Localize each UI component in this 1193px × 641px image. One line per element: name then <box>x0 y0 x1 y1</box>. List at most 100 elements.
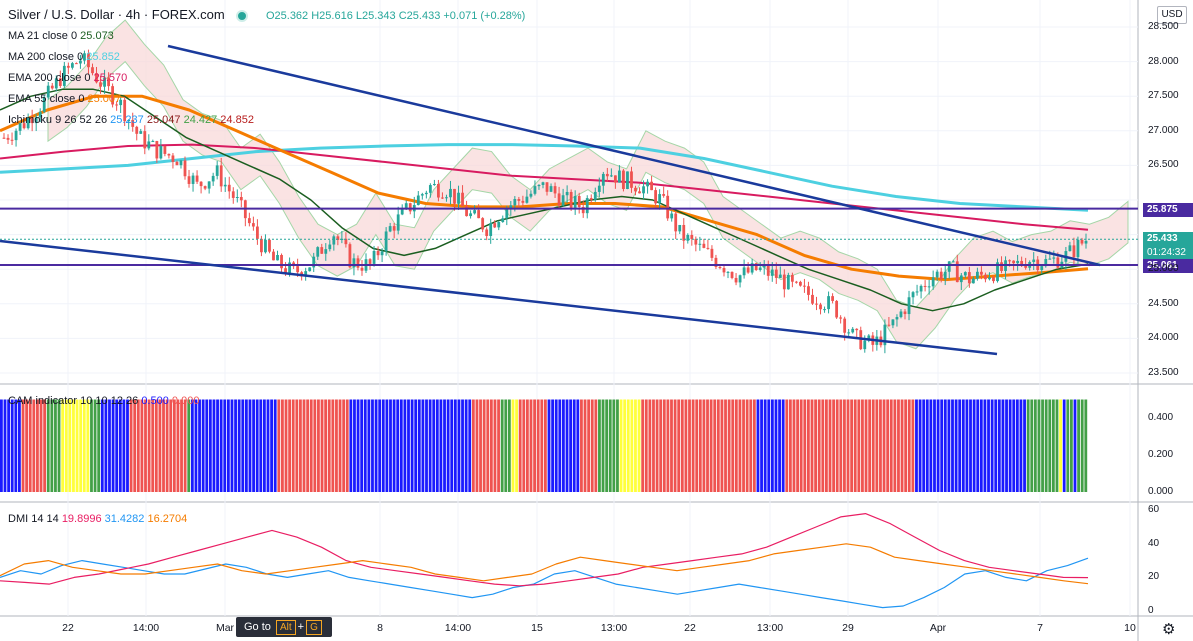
cam-bar <box>853 399 857 492</box>
candle-body <box>175 161 179 166</box>
candle-body <box>1076 239 1080 258</box>
legend-ma200[interactable]: MA 200 close 0 25.852 <box>8 50 120 64</box>
cam-bar <box>72 399 75 492</box>
cam-bar <box>475 399 479 492</box>
cam-bar <box>317 399 320 492</box>
cam-bar <box>230 399 234 492</box>
cam-bar <box>68 399 72 492</box>
cam-bar <box>399 399 403 492</box>
legend-ema200[interactable]: EMA 200 close 0 25.570 <box>8 71 127 85</box>
candle-body <box>66 65 70 68</box>
legend-cam[interactable]: CAM indicator 10 10 12 26 0.500 0.000 <box>8 394 199 408</box>
cam-bar <box>900 399 904 492</box>
cam-bar <box>327 399 331 492</box>
cam-bar <box>994 399 998 492</box>
goto-button[interactable]: Go to Alt + G <box>236 617 332 637</box>
cam-bar <box>965 399 969 492</box>
cam-bar <box>1005 399 1008 492</box>
legend-dmi[interactable]: DMI 14 14 19.8996 31.4282 16.2704 <box>8 512 187 526</box>
candle-body <box>195 175 199 182</box>
legend-ema55[interactable]: EMA 55 close 0 25.007 <box>8 92 121 106</box>
candle-body <box>372 250 376 264</box>
candle-body <box>674 213 678 232</box>
cam-bar <box>104 399 108 492</box>
high-value: H25.616 <box>311 10 353 22</box>
x-tick-label: 15 <box>531 622 543 634</box>
candle-body <box>489 223 493 237</box>
candle-body <box>308 267 312 272</box>
candle-body <box>799 281 802 286</box>
symbol-legend[interactable]: Silver / U.S. Dollar · 4h · FOREX.com O2… <box>8 8 525 23</box>
candle-body <box>70 63 74 68</box>
cam-bar <box>108 399 111 492</box>
candle-body <box>907 297 911 315</box>
candle-body <box>215 165 219 176</box>
cam-bar <box>760 399 763 492</box>
cam-bar <box>320 399 324 492</box>
cam-bar <box>648 399 652 492</box>
candle-body <box>557 193 561 206</box>
candle-body <box>14 130 18 141</box>
candle-body <box>1040 266 1044 271</box>
cam-bar <box>778 399 781 492</box>
cam-bar <box>374 399 378 492</box>
cam-bar <box>1073 399 1077 492</box>
cam-bar <box>630 399 634 492</box>
candle-body <box>891 319 895 326</box>
ema55-line <box>0 94 1089 282</box>
candle-body <box>239 197 243 201</box>
gear-icon[interactable]: ⚙ <box>1162 621 1176 638</box>
currency-button[interactable]: USD <box>1157 6 1187 24</box>
candle-body <box>738 275 742 283</box>
candle-body <box>501 218 505 223</box>
candle-body <box>513 199 517 206</box>
candle-body <box>1048 258 1052 260</box>
cam-bar <box>479 399 482 492</box>
cam-bar <box>205 399 209 492</box>
cam-bar <box>756 399 760 492</box>
candle-body <box>605 173 609 177</box>
cam-bar <box>381 399 385 492</box>
cam-bar <box>540 399 544 492</box>
goto-key-g: G <box>306 620 322 635</box>
candle-body <box>264 239 267 253</box>
candle-body <box>284 268 287 274</box>
candle-body <box>453 188 456 204</box>
candle-body <box>461 192 464 206</box>
candle-body <box>441 197 444 199</box>
cam-bar <box>410 399 414 492</box>
current-price-label: 25.433 <box>1143 232 1193 246</box>
legend-ma21[interactable]: MA 21 close 0 25.073 <box>8 29 114 43</box>
cam-bar <box>151 399 155 492</box>
candle-body <box>505 208 509 219</box>
candle-body <box>553 186 557 194</box>
candle-body <box>863 340 867 350</box>
candle-body <box>851 328 855 333</box>
legend-ichimoku[interactable]: Ichimoku 9 26 52 26 25.237 25.047 24.427… <box>8 113 254 127</box>
candle-body <box>167 153 171 156</box>
cam-bar <box>425 399 428 492</box>
cam-bar <box>3 399 7 492</box>
y-tick-label: 0 <box>1148 605 1154 616</box>
cam-bar <box>925 399 929 492</box>
candle-body <box>984 274 987 280</box>
candle-body <box>678 224 682 232</box>
cam-bar <box>309 399 313 492</box>
cam-bar <box>947 399 951 492</box>
cam-bar <box>115 399 119 492</box>
cam-bar <box>385 399 389 492</box>
cam-bar <box>1048 399 1052 492</box>
cam-bar <box>691 399 695 492</box>
candle-body <box>951 261 955 263</box>
candle-body <box>22 123 26 129</box>
candle-body <box>770 269 774 276</box>
candle-body <box>996 262 999 282</box>
candle-body <box>682 224 686 241</box>
candle-body <box>762 265 766 268</box>
cam-bar <box>666 399 670 492</box>
candle-body <box>931 277 935 287</box>
candle-body <box>517 199 521 201</box>
cam-bar <box>601 399 605 492</box>
candle-body <box>316 247 320 257</box>
